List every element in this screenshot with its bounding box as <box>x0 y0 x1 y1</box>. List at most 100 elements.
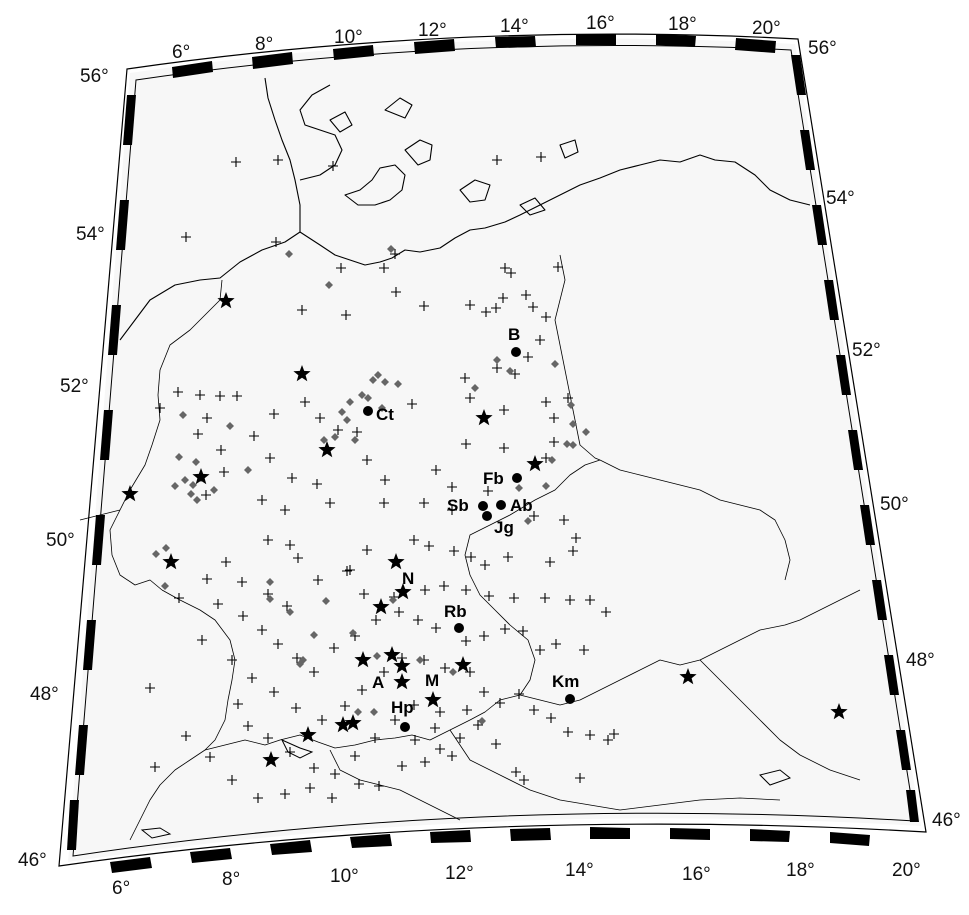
diamond-marker <box>349 629 357 637</box>
lon-label-top: 6° <box>172 42 190 63</box>
star-marker <box>679 668 697 685</box>
plus-marker <box>535 335 545 345</box>
site-dot-sb <box>478 501 488 511</box>
plus-marker <box>431 465 441 475</box>
plus-marker <box>559 515 569 525</box>
plus-marker <box>330 769 340 779</box>
plus-marker <box>231 157 241 167</box>
plus-marker <box>305 783 315 793</box>
plus-marker <box>202 413 212 423</box>
plus-marker <box>237 577 247 587</box>
lon-label-top: 18° <box>668 14 697 35</box>
plus-marker <box>479 631 489 641</box>
diamond-marker <box>551 360 559 368</box>
star-marker <box>354 651 372 668</box>
plus-marker <box>380 475 390 485</box>
plus-marker <box>221 557 231 567</box>
lat-label-left: 50° <box>46 530 75 551</box>
plus-marker <box>232 391 242 401</box>
plus-marker <box>435 707 445 717</box>
plus-marker <box>435 744 445 754</box>
star-marker <box>299 726 317 743</box>
diamond-marker <box>416 656 424 664</box>
plus-marker <box>269 687 279 697</box>
plus-marker <box>465 667 475 677</box>
plus-marker <box>499 443 509 453</box>
plus-marker <box>563 727 573 737</box>
plus-marker <box>480 560 490 570</box>
diamond-marker <box>471 384 479 392</box>
plus-marker <box>465 393 475 403</box>
plus-marker <box>521 290 531 300</box>
star-marker <box>318 441 336 458</box>
plus-marker <box>498 293 508 303</box>
plus-marker <box>575 773 585 783</box>
lat-label-right: 54° <box>826 188 855 209</box>
plus-marker <box>413 615 423 625</box>
plus-marker <box>462 705 472 715</box>
plus-marker <box>500 624 510 634</box>
plus-marker <box>327 793 337 803</box>
plus-marker <box>202 574 212 584</box>
diamond-marker <box>325 281 333 289</box>
site-label-rb: Rb <box>444 602 467 621</box>
lon-label-top: 16° <box>586 13 615 34</box>
diamond-marker <box>266 578 274 586</box>
lon-label-top: 12° <box>418 20 447 41</box>
diamond-marker <box>506 367 514 375</box>
plus-marker <box>481 307 491 317</box>
lakes <box>140 738 792 839</box>
plus-marker <box>579 645 589 655</box>
plus-marker <box>540 593 550 603</box>
plus-marker <box>541 453 551 463</box>
diamond-marker <box>548 456 556 464</box>
diamond-marker <box>567 401 575 409</box>
plus-marker <box>205 752 215 762</box>
diamond-marker <box>161 582 169 590</box>
plus-marker <box>551 639 561 649</box>
plus-marker <box>247 673 257 683</box>
plus-markers <box>145 152 619 803</box>
plus-marker <box>273 639 283 649</box>
diamond-marker <box>322 597 330 605</box>
plus-marker <box>315 413 325 423</box>
latitude-labels-right: 46° 48° 50° 52° 54° 56° <box>808 38 961 831</box>
plus-marker <box>394 607 404 617</box>
plus-marker <box>424 541 434 551</box>
site-dot-jg <box>482 511 492 521</box>
plus-marker <box>473 720 483 730</box>
plus-marker <box>292 653 302 663</box>
plus-marker <box>243 721 253 731</box>
plus-marker <box>227 775 237 785</box>
plus-marker <box>145 683 155 693</box>
diamond-marker <box>569 420 577 428</box>
plus-marker <box>285 747 295 757</box>
diamond-marker <box>370 708 378 716</box>
plus-marker <box>181 731 191 741</box>
diamond-marker <box>285 250 293 258</box>
diamond-marker <box>244 466 252 474</box>
plus-marker <box>340 701 350 711</box>
plus-marker <box>461 585 471 595</box>
plus-marker <box>197 635 207 645</box>
diamond-marker <box>569 441 577 449</box>
plus-marker <box>553 262 563 272</box>
plus-marker <box>257 625 267 635</box>
plus-marker <box>511 767 521 777</box>
star-marker <box>526 455 544 472</box>
plus-marker <box>374 781 384 791</box>
plus-marker <box>483 486 493 496</box>
site-label-ab: Ab <box>510 496 533 515</box>
lon-label-bottom: 16° <box>682 864 711 885</box>
diamond-marker <box>387 245 395 253</box>
diamond-marker <box>381 378 389 386</box>
plus-marker <box>500 263 510 273</box>
diamond-marker <box>449 668 457 676</box>
plus-marker <box>440 663 450 673</box>
plus-marker <box>313 575 323 585</box>
plus-marker <box>545 557 555 567</box>
lat-label-right: 50° <box>880 494 909 515</box>
plus-marker <box>371 615 381 625</box>
plus-marker <box>213 599 223 609</box>
plus-marker <box>325 498 335 508</box>
